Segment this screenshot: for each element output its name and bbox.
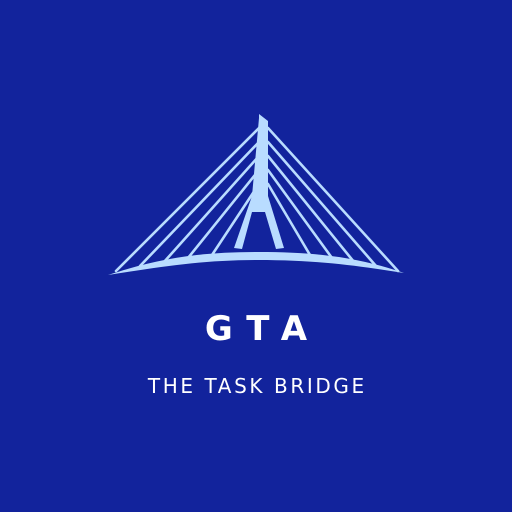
bridge-pylon xyxy=(234,114,284,249)
tagline: THE TASK BRIDGE xyxy=(147,374,367,398)
bridge-deck xyxy=(108,252,404,275)
bridge-cables xyxy=(114,126,400,273)
brand-name: GTA xyxy=(204,309,322,349)
